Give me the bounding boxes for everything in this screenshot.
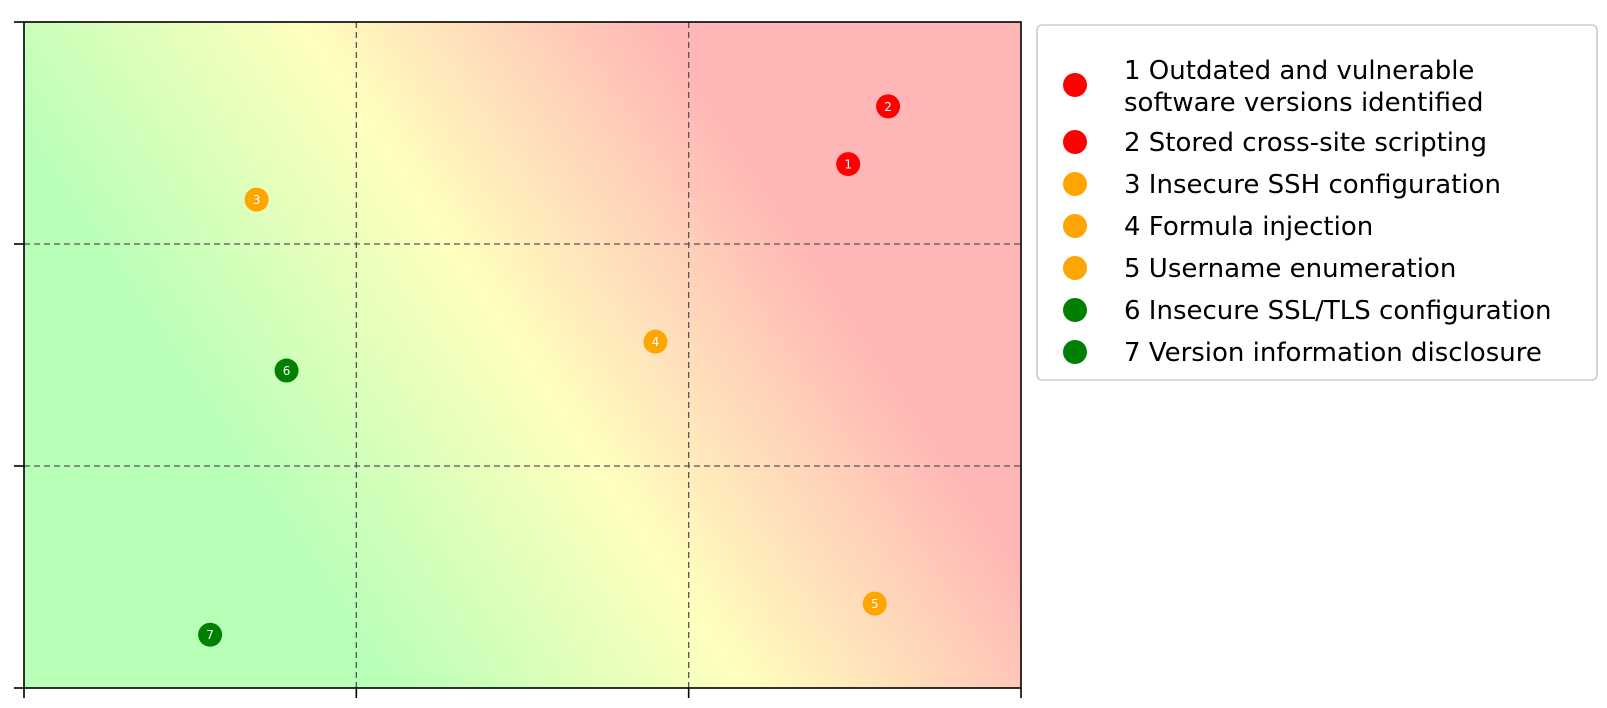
legend-entry-2: 2 Stored cross-site scripting bbox=[1063, 128, 1487, 158]
data-point-marker bbox=[643, 329, 668, 354]
data-point-3: 3 bbox=[244, 187, 269, 212]
legend-label: 6 Insecure SSL/TLS configuration bbox=[1124, 296, 1552, 326]
data-point-marker bbox=[244, 187, 269, 212]
legend-label: 3 Insecure SSH configuration bbox=[1124, 170, 1501, 200]
legend-label: 5 Username enumeration bbox=[1124, 254, 1456, 284]
data-point-2: 2 bbox=[876, 94, 901, 119]
data-point-1: 1 bbox=[836, 152, 861, 177]
legend-label: 1 Outdated and vulnerable bbox=[1124, 56, 1474, 86]
data-point-marker bbox=[862, 591, 887, 616]
plot-frame bbox=[23, 21, 1022, 689]
data-point-label: 2 bbox=[884, 100, 892, 114]
grid-lines bbox=[24, 22, 1021, 688]
data-point-5: 5 bbox=[862, 591, 887, 616]
legend-marker bbox=[1063, 340, 1087, 364]
legend-frame bbox=[1036, 24, 1598, 381]
data-point-label: 3 bbox=[253, 193, 261, 207]
legend-label: 2 Stored cross-site scripting bbox=[1124, 128, 1487, 158]
legend-label: 7 Version information disclosure bbox=[1124, 338, 1542, 368]
legend-marker bbox=[1063, 214, 1087, 238]
data-point-label: 6 bbox=[283, 364, 291, 378]
data-point-label: 5 bbox=[871, 597, 879, 611]
legend-entry-4: 4 Formula injection bbox=[1063, 212, 1373, 242]
legend-entry-5: 5 Username enumeration bbox=[1063, 254, 1456, 284]
data-point-marker bbox=[836, 152, 861, 177]
legend-marker bbox=[1063, 298, 1087, 322]
data-point-label: 4 bbox=[652, 335, 660, 349]
legend-label: software versions identified bbox=[1124, 88, 1483, 118]
axis-ticks bbox=[14, 21, 1022, 698]
legend-entry-3: 3 Insecure SSH configuration bbox=[1063, 170, 1501, 200]
data-points: 1 2 3 4 5 6 7 bbox=[198, 94, 901, 647]
legend-marker bbox=[1063, 172, 1087, 196]
legend-entry-7: 7 Version information disclosure bbox=[1063, 338, 1542, 368]
data-point-7: 7 bbox=[198, 622, 223, 647]
legend-marker bbox=[1063, 73, 1087, 97]
legend-marker bbox=[1063, 256, 1087, 280]
legend-entry-6: 6 Insecure SSL/TLS configuration bbox=[1063, 296, 1552, 326]
data-point-marker bbox=[274, 358, 299, 383]
data-point-marker bbox=[198, 622, 223, 647]
plot-background bbox=[24, 22, 1021, 688]
data-point-label: 7 bbox=[206, 628, 214, 642]
data-point-4: 4 bbox=[643, 329, 668, 354]
data-point-label: 1 bbox=[844, 158, 852, 172]
legend-label: 4 Formula injection bbox=[1124, 212, 1373, 242]
data-point-marker bbox=[876, 94, 901, 119]
data-point-6: 6 bbox=[274, 358, 299, 383]
legend-marker bbox=[1063, 130, 1087, 154]
